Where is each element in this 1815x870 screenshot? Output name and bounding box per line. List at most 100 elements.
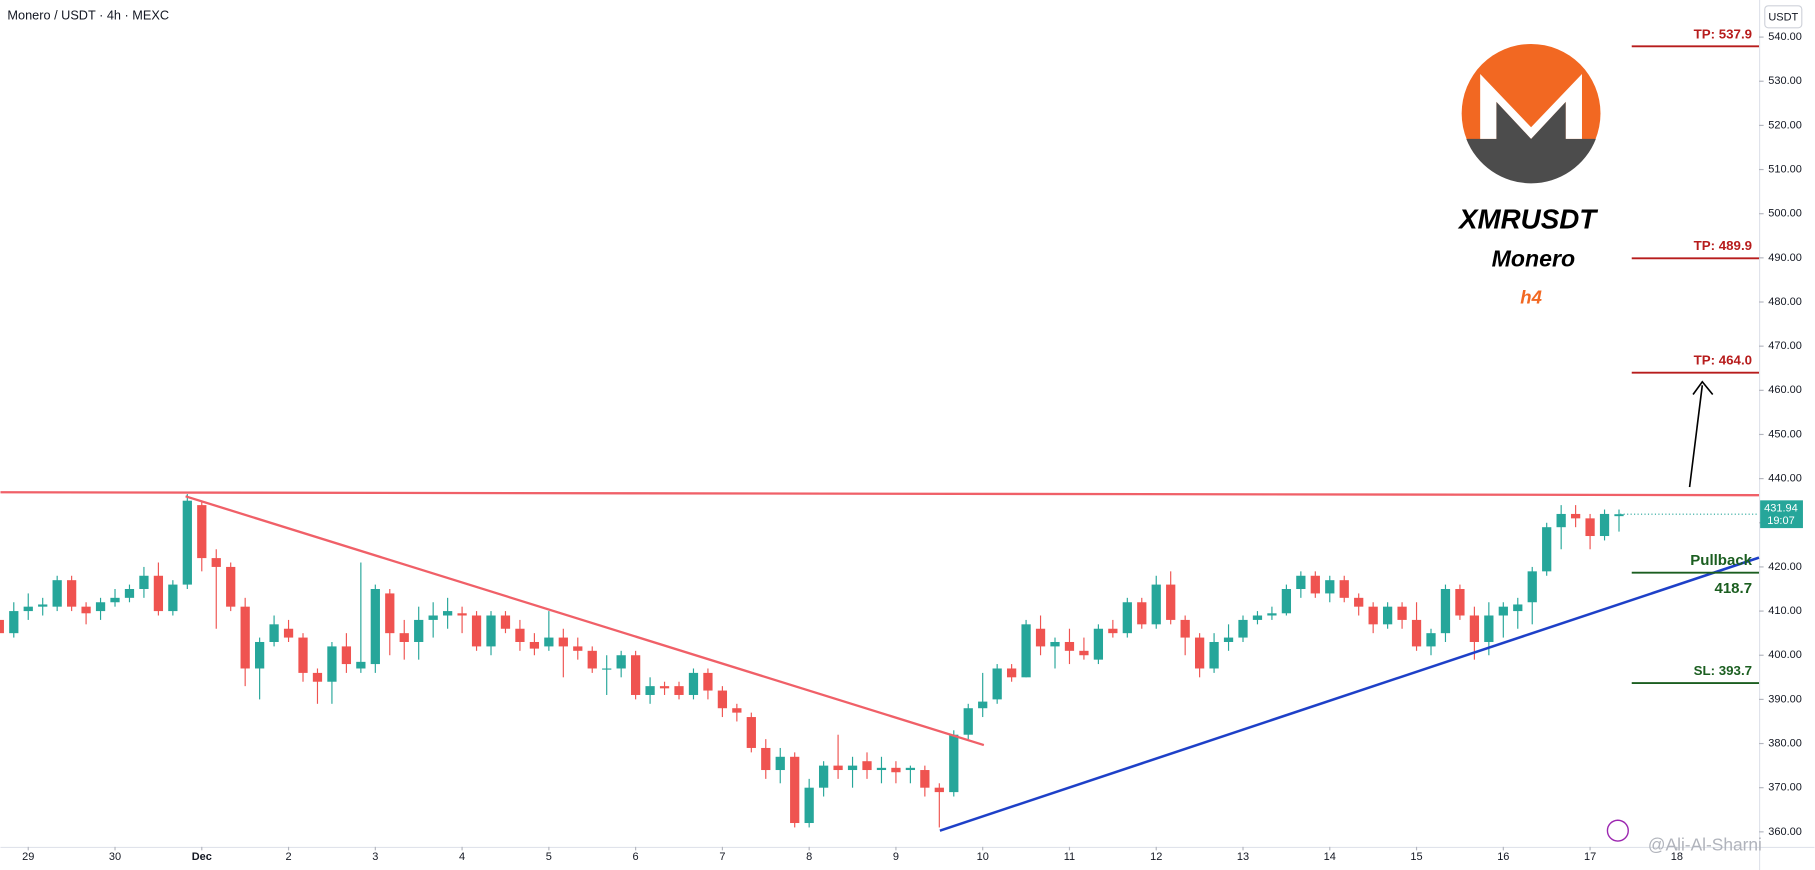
x-tick-label: 5: [546, 851, 552, 863]
resistance-line: [0, 491, 1759, 497]
candle-body: [240, 606, 250, 669]
candle-body: [674, 686, 684, 695]
candle-body: [1599, 513, 1610, 537]
y-tick-label: 500.00: [1768, 208, 1802, 220]
candle-body: [891, 767, 901, 773]
y-tick-label: 420.00: [1768, 561, 1802, 573]
candle-body: [1194, 637, 1205, 669]
candle-body: [602, 668, 612, 670]
candle-body: [0, 619, 4, 634]
level-label: TP: 489.9: [1694, 238, 1752, 253]
candle-body: [1108, 628, 1118, 634]
candle-body: [1484, 615, 1494, 642]
y-tick-label: 450.00: [1768, 428, 1802, 440]
candle-body: [471, 615, 482, 647]
ascending-trendline: [939, 556, 1760, 832]
candle-body: [269, 624, 279, 642]
candle-body: [732, 708, 742, 713]
candle-body: [1209, 641, 1219, 669]
candle-body: [1035, 628, 1046, 647]
candle-body: [775, 756, 785, 771]
candle-body: [645, 686, 655, 695]
candle-body: [356, 661, 366, 669]
chart-title: Monero / USDT · 4h · MEXC: [7, 8, 169, 23]
candle-body: [1166, 584, 1176, 620]
logo-m: [1480, 74, 1582, 139]
countdown: 19:07: [1767, 515, 1795, 527]
level-label: SL: 393.7: [1694, 663, 1752, 678]
candle-body: [1513, 604, 1523, 612]
candle-body: [1498, 606, 1508, 616]
candle-body: [1397, 606, 1407, 620]
candle-body: [182, 500, 192, 585]
candle-body: [847, 765, 858, 771]
candle-body: [1296, 575, 1306, 590]
watermark-icon: [1606, 819, 1629, 842]
candle-body: [1151, 584, 1161, 625]
candle-body: [283, 628, 294, 638]
x-tick-label: 6: [633, 851, 639, 863]
candle-body: [1310, 575, 1320, 594]
logo-bottom: [1466, 101, 1596, 184]
candle-body: [1339, 580, 1349, 598]
candle-body: [1252, 615, 1263, 620]
candle-body: [1137, 602, 1147, 625]
currency-box: [1764, 5, 1803, 29]
y-tick-label: 410.00: [1768, 605, 1802, 617]
y-tick-label: 470.00: [1768, 340, 1802, 352]
candle-body: [1093, 628, 1104, 660]
candle-body: [95, 602, 106, 612]
candle-body: [630, 655, 641, 695]
candle-body: [790, 756, 800, 824]
candle-body: [327, 646, 337, 682]
candle-body: [414, 619, 424, 642]
x-tick-label: 16: [1497, 851, 1509, 863]
candle-body: [370, 589, 380, 665]
candle-body: [1064, 641, 1075, 651]
candle-body: [1570, 513, 1581, 519]
candle-body: [587, 650, 597, 669]
level-label: TP: 464.0: [1694, 353, 1752, 368]
candle-body: [818, 765, 829, 788]
candle-body: [1281, 589, 1292, 614]
candle-body: [992, 668, 1002, 700]
x-tick-label: 9: [893, 851, 899, 863]
y-tick-label: 490.00: [1768, 252, 1802, 264]
candle-body: [341, 646, 352, 665]
candle-body: [298, 637, 308, 673]
y-tick-label: 540.00: [1768, 31, 1802, 43]
level-label: TP: 537.9: [1694, 26, 1752, 41]
timeframe: h4: [1520, 286, 1542, 307]
candle-body: [399, 633, 409, 642]
candle-body: [529, 641, 540, 649]
candle-body: [1411, 619, 1422, 647]
candle-body: [1455, 589, 1465, 616]
candle-body: [38, 604, 48, 607]
candle-body: [804, 787, 814, 824]
y-tick-label: 480.00: [1768, 296, 1802, 308]
asset-name: Monero: [1492, 245, 1576, 271]
candle-body: [255, 641, 265, 669]
candle-body: [1122, 602, 1132, 634]
candle-body: [211, 558, 221, 567]
candle-body: [1368, 606, 1378, 625]
watermark: @Ali-Al-Sharni: [1648, 834, 1762, 854]
candle-body: [500, 615, 511, 629]
candle-body: [558, 637, 568, 647]
x-tick-label: 14: [1324, 851, 1336, 863]
y-tick-label: 360.00: [1768, 826, 1802, 838]
candle-body: [616, 655, 626, 669]
candle-body: [428, 615, 438, 620]
x-tick-label: 4: [459, 851, 465, 863]
candle-body: [1382, 606, 1393, 625]
candle-body: [23, 606, 33, 612]
candle-body: [862, 761, 872, 771]
x-tick-label: 3: [372, 851, 378, 863]
candle-body: [746, 717, 756, 748]
candle-body: [1079, 650, 1089, 656]
levels: TP: 537.9 TP: 489.9 TP: 464.0 Pullback 418.7…: [1631, 26, 1759, 684]
candle-body: [81, 606, 91, 614]
candle-body: [312, 672, 323, 682]
symbol: XMRUSDT: [1457, 203, 1598, 234]
